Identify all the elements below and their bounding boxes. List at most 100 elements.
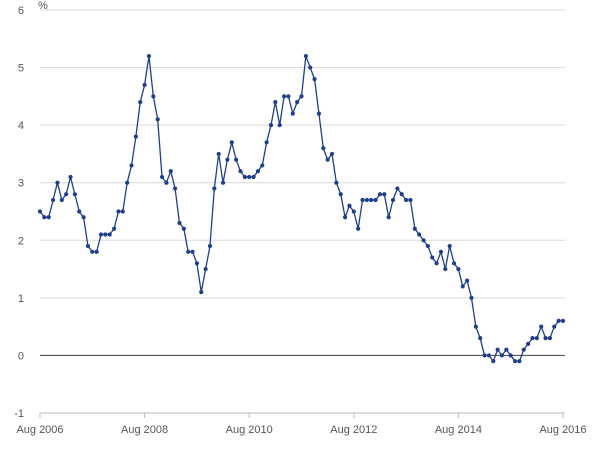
data-point <box>207 243 213 249</box>
data-point <box>499 353 505 358</box>
data-point <box>98 232 104 237</box>
data-point <box>473 324 478 329</box>
y-tick-label: 6 <box>18 5 24 17</box>
data-point <box>364 197 369 203</box>
grid: -1 0 1 2 3 4 5 6 <box>14 5 565 420</box>
data-point <box>530 336 535 341</box>
data-point <box>138 100 143 105</box>
data-point <box>491 359 496 364</box>
data-point <box>547 336 553 341</box>
data-point <box>460 284 465 289</box>
data-point <box>478 336 483 341</box>
y-tick-label: 0 <box>18 350 24 362</box>
data-point <box>430 255 435 260</box>
data-point <box>177 220 182 226</box>
data-point <box>146 53 152 59</box>
data-point <box>155 117 160 122</box>
data-point <box>438 249 444 254</box>
data-point <box>325 157 330 162</box>
y-tick-label: 3 <box>18 178 24 190</box>
data-point <box>251 174 256 180</box>
data-point <box>159 174 165 180</box>
data-point <box>286 94 291 99</box>
data-point <box>268 123 274 128</box>
data-point <box>447 243 452 249</box>
data-point <box>37 209 43 214</box>
data-point <box>495 347 500 352</box>
data-point <box>64 192 69 197</box>
y-tick-label: 5 <box>18 63 24 75</box>
data-point <box>486 353 492 358</box>
data-point <box>173 186 178 191</box>
data-point <box>199 290 204 295</box>
data-point <box>399 192 404 197</box>
data-point <box>308 65 313 70</box>
data-point <box>469 295 474 300</box>
data-point <box>50 197 56 203</box>
data-point <box>517 359 522 364</box>
data-point <box>504 347 509 352</box>
data-point <box>560 318 566 323</box>
x-tick-label: Aug 2016 <box>539 424 586 436</box>
data-point <box>521 347 526 352</box>
series-line <box>39 55 563 363</box>
data-point <box>356 226 361 231</box>
data-point <box>190 249 195 254</box>
data-point <box>329 151 335 157</box>
x-tick-label: Aug 2014 <box>435 424 482 436</box>
data-point <box>116 209 121 214</box>
data-point <box>408 197 413 203</box>
data-point <box>212 186 217 191</box>
data-point <box>425 243 430 249</box>
data-point <box>59 197 64 203</box>
data-point <box>281 94 287 99</box>
data-point <box>556 318 561 323</box>
data-point <box>120 209 125 214</box>
data-point <box>351 209 356 214</box>
y-unit-label: % <box>38 0 48 12</box>
data-point <box>229 140 234 145</box>
y-tick-label: -1 <box>14 408 24 420</box>
data-point <box>290 111 295 116</box>
data-point <box>168 169 173 174</box>
y-tick-label: 4 <box>18 120 24 132</box>
data-point <box>395 186 400 191</box>
data-point <box>42 215 47 220</box>
series <box>37 53 566 364</box>
data-point <box>512 359 518 364</box>
data-point <box>508 353 513 358</box>
data-point <box>373 197 378 203</box>
data-point <box>299 94 304 99</box>
data-point <box>164 180 169 185</box>
data-point <box>338 192 343 197</box>
data-point <box>216 151 221 157</box>
data-point <box>242 174 247 180</box>
data-point <box>404 197 409 203</box>
data-point <box>264 140 269 145</box>
data-point <box>451 261 457 266</box>
data-point <box>90 249 95 254</box>
data-point <box>369 197 374 203</box>
data-point <box>107 232 112 237</box>
data-point <box>129 163 134 168</box>
data-point <box>72 192 77 197</box>
data-point <box>142 82 147 87</box>
data-point <box>434 261 439 266</box>
data-point <box>133 134 138 139</box>
data-point <box>111 226 117 231</box>
data-point <box>342 215 348 220</box>
data-point <box>312 76 317 82</box>
x-axis: Aug 2006 Aug 2008 Aug 2010 Aug 2012 Aug 2014… <box>16 412 587 436</box>
data-point <box>417 232 422 237</box>
y-tick-label: 1 <box>18 293 24 305</box>
data-point <box>382 192 387 197</box>
x-tick-label: Aug 2008 <box>121 424 168 436</box>
data-point <box>220 180 226 185</box>
data-point <box>85 243 91 249</box>
data-point <box>443 266 448 272</box>
data-point <box>303 53 308 59</box>
data-point <box>55 180 60 185</box>
data-point <box>203 266 208 272</box>
data-point <box>186 249 191 254</box>
